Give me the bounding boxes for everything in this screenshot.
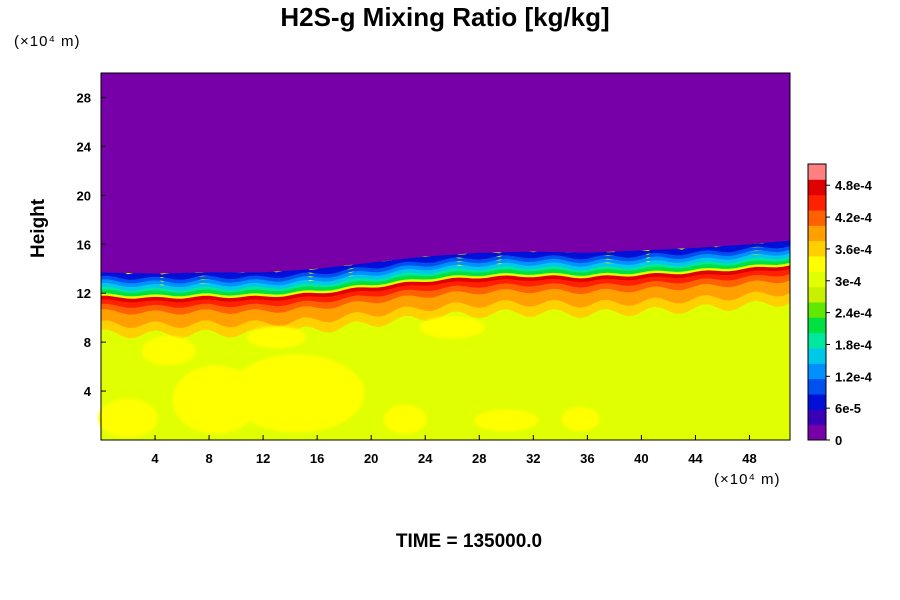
y-tick-label: 4 [84,384,92,399]
colorbar-tick-label: 1.2e-4 [835,369,873,384]
mixing-band-darkred [101,263,790,303]
plot-frame [100,72,791,441]
y-tick-label: 16 [77,237,91,252]
colorbar-segment [808,409,826,426]
x-tick-label: 44 [688,451,703,466]
colorbar-segment [808,225,826,242]
colorbar-tick-label: 4.8e-4 [835,178,873,193]
colorbar-border [807,163,827,441]
mixing-band-skyblue [101,246,790,287]
colorbar-segment [808,302,826,318]
x-tick-label: 8 [205,451,212,466]
chart-title: H2S-g Mixing Ratio [kg/kg] [280,2,610,32]
x-tick-label: 4 [151,451,159,466]
colorbar-tick-label: 6e-5 [835,401,861,416]
eddy-blob [419,316,485,339]
x-tick-label: 24 [418,451,433,466]
colorbar-segment [808,394,826,410]
y-tick-label: 24 [77,139,92,154]
colorbar-segment [808,317,826,334]
x-axis-unit: (×10⁴ m) [714,471,781,488]
x-tick-label: 28 [472,451,486,466]
colorbar-segment [808,179,826,196]
colorbar-tick-label: 3e-4 [835,274,862,289]
x-axis-ticks: 4 8 12 16 20 24 28 32 36 40 44 48 [151,435,757,466]
mixing-band-lime [101,259,790,299]
eddy-blob [141,336,196,366]
colorbar-tick-label: 4.2e-4 [835,210,873,225]
colorbar-segment [808,194,826,211]
colorbar-segment [808,286,826,303]
mixing-band-green [101,256,790,297]
upper-field [101,73,790,274]
x-tick-label: 20 [364,451,378,466]
y-tick-label: 8 [84,335,91,350]
colorbar-tick-label: 1.8e-4 [835,337,873,352]
colorbar-segment [808,378,826,395]
mixing-band-darkblue [101,239,790,280]
y-tick-label: 28 [77,90,91,105]
heatmap-field [98,73,790,440]
eddy-blob [383,404,427,434]
x-tick-label: 12 [256,451,270,466]
mixing-band-red [101,264,790,308]
colorbar-tick-label: 0 [835,433,842,448]
mixing-band-cyan [101,250,790,291]
colorbar-segment [808,240,826,257]
mixing-band-blue [101,242,790,284]
colorbar-tick-label: 2.4e-4 [835,306,873,321]
colorbar-segment [808,424,826,441]
eddy-blob [561,406,600,432]
eddy-blob [246,326,307,349]
x-tick-label: 36 [580,451,594,466]
mixing-band-teal [101,253,790,293]
y-tick-label: 12 [77,286,91,301]
colorbar-segment [808,348,826,364]
x-tick-label: 48 [742,451,756,466]
colorbar-segment [808,256,826,272]
plot-border [100,72,791,441]
x-tick-label: 32 [526,451,540,466]
x-tick-label: 16 [310,451,324,466]
colorbar-segment [808,164,826,180]
y-axis-ticks: 4 8 12 16 20 24 28 [77,90,106,399]
x-tick-label: 40 [634,451,648,466]
eddy-blob [473,409,539,432]
eddy-blob [98,398,158,438]
colorbar-tick-label: 3.6e-4 [835,242,873,257]
colorbar-segment [808,363,826,380]
colorbar: 0 6e-5 1.2e-4 1.8e-4 2.4e-4 3e-4 3.6e-4 4.2e-4 4… [807,163,873,448]
y-axis-unit: (×10⁴ m) [14,33,81,50]
colorbar-segment [808,332,826,349]
colorbar-segment [808,210,826,226]
time-label: TIME = 135000.0 [395,531,543,552]
eddy-blob [229,354,365,433]
y-tick-label: 20 [77,188,91,203]
colorbar-segment [808,271,826,288]
